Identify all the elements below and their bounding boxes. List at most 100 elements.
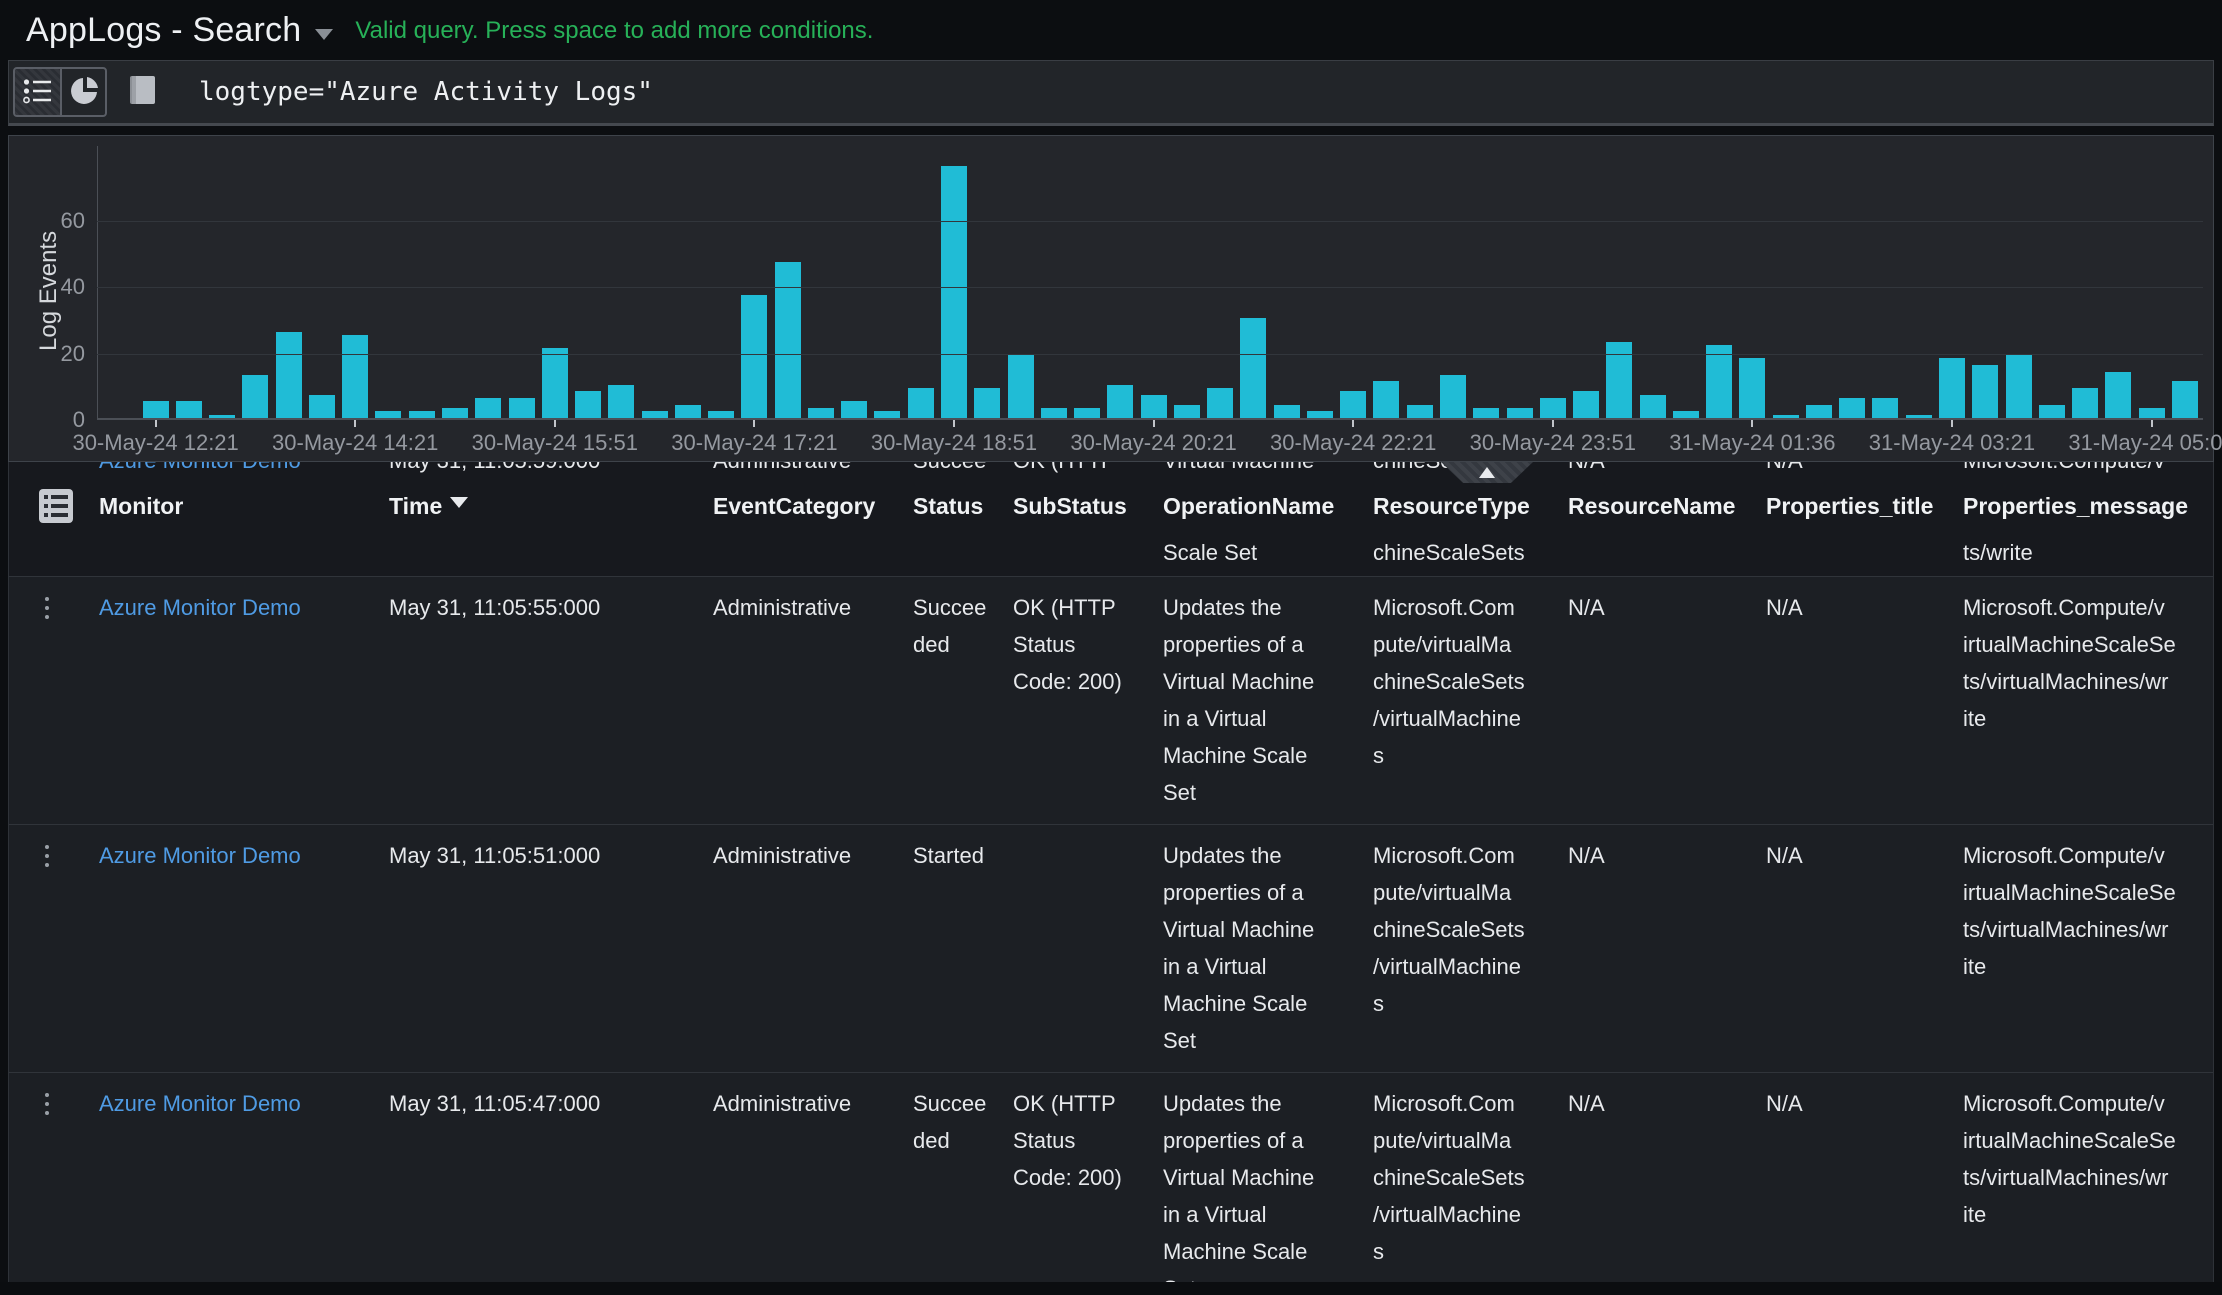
chart-bar[interactable] [1373, 381, 1400, 418]
chart-bar[interactable] [841, 401, 868, 418]
chart-bar[interactable] [1273, 405, 1300, 418]
x-axis-label: 30-May-24 15:51 [471, 430, 638, 455]
chart-bar[interactable] [2171, 381, 2198, 418]
chart-bar[interactable] [2038, 405, 2065, 418]
chart-view-button[interactable] [60, 69, 105, 115]
chart-bar[interactable] [242, 375, 269, 418]
chart-bar[interactable] [2105, 372, 2132, 418]
monitor-link[interactable]: Azure Monitor Demo [99, 843, 301, 868]
chart-bar[interactable] [1173, 405, 1200, 418]
chart-bar[interactable] [1805, 405, 1832, 418]
chart-bar[interactable] [1872, 398, 1899, 418]
chart-bar[interactable] [408, 411, 435, 418]
chart-bar[interactable] [142, 401, 169, 418]
chart-bar[interactable] [1340, 391, 1367, 418]
scroll-to-top-button[interactable] [1441, 462, 1533, 483]
col-header-resourcename[interactable]: ResourceName [1568, 493, 1766, 519]
col-header-substatus[interactable]: SubStatus [1013, 493, 1163, 519]
chart-bar[interactable] [1839, 398, 1866, 418]
chart-bar[interactable] [1573, 391, 1600, 418]
col-header-resourcetype[interactable]: ResourceType [1373, 493, 1568, 519]
chart-bar[interactable] [941, 166, 967, 418]
chart-bar[interactable] [1639, 395, 1666, 418]
chart-bar[interactable] [608, 385, 635, 418]
chart-bar[interactable] [2005, 355, 2032, 418]
chart-bar[interactable] [1972, 365, 1999, 418]
query-input[interactable]: logtype="Azure Activity Logs" [199, 77, 653, 107]
chart-bar[interactable] [1074, 408, 1101, 418]
row-actions-button[interactable] [39, 597, 55, 619]
title-dropdown-icon[interactable] [315, 28, 334, 40]
chart-bar[interactable] [1539, 398, 1566, 418]
col-header-properties-message[interactable]: Properties_message [1963, 493, 2213, 519]
monitor-link[interactable]: Azure Monitor Demo [99, 595, 301, 620]
chart-bar[interactable] [1306, 411, 1333, 418]
bar-slot: 30-May-24 15:51 [472, 136, 638, 455]
col-header-eventcategory[interactable]: EventCategory [713, 493, 913, 519]
col-header-monitor[interactable]: Monitor [99, 493, 184, 519]
chart-bar[interactable] [1772, 415, 1799, 418]
chart-bar[interactable] [708, 411, 735, 418]
chart-bar[interactable] [641, 411, 668, 418]
chart-bar[interactable] [974, 388, 1001, 418]
chart-bar[interactable] [1938, 358, 1965, 418]
monitor-link[interactable]: Azure Monitor Demo [99, 1091, 301, 1116]
chart-bar[interactable] [1672, 411, 1699, 418]
chart-bar[interactable] [1007, 355, 1034, 418]
row-actions-button[interactable] [39, 1093, 55, 1115]
chart-bar[interactable] [342, 335, 369, 418]
bar-slot: 30-May-24 18:51 [871, 136, 1037, 455]
chart-bar[interactable] [442, 408, 469, 418]
chart-bar[interactable] [541, 348, 568, 418]
chart-bar[interactable] [1473, 408, 1500, 418]
x-axis-label: 30-May-24 17:21 [671, 430, 838, 455]
chart-bar[interactable] [674, 405, 701, 418]
table-list-icon[interactable] [37, 487, 75, 525]
chart-bar[interactable] [1439, 375, 1466, 418]
chart-bar[interactable] [1706, 345, 1733, 418]
chart-bar[interactable] [741, 295, 768, 418]
chart-bar[interactable] [1905, 415, 1932, 418]
bar-slot: 30-May-24 20:21 [1070, 136, 1237, 455]
chart-bar[interactable] [275, 332, 302, 418]
chart-bar[interactable] [575, 391, 602, 418]
row-actions-button[interactable] [39, 845, 55, 867]
chart-bar[interactable] [774, 262, 801, 418]
tail-operationname: Scale Set [1163, 540, 1258, 565]
chart-bar[interactable] [2138, 408, 2165, 418]
cell-time: May 31, 11:05:55:000 [389, 595, 601, 620]
chart-bar[interactable] [1140, 395, 1167, 418]
chart-bar[interactable] [475, 398, 502, 418]
x-axis-tick [2150, 420, 2153, 427]
chart-bar[interactable] [175, 401, 202, 418]
col-header-properties-title[interactable]: Properties_title [1766, 493, 1963, 519]
records-view-button[interactable] [15, 69, 60, 115]
chart-bar[interactable] [375, 411, 402, 418]
col-header-operationname[interactable]: OperationName [1163, 493, 1373, 519]
bar-slot [671, 136, 704, 418]
chart-bar[interactable] [1040, 408, 1067, 418]
partially-scrolled-row: Scale Set chineScaleSets ts/write [9, 536, 2213, 576]
col-header-status[interactable]: Status [913, 493, 1013, 519]
chart-bar[interactable] [2072, 388, 2099, 418]
chart-bar[interactable] [907, 388, 934, 418]
chart-bar[interactable] [1107, 385, 1134, 418]
chart-bar[interactable] [1406, 405, 1433, 418]
chart-bar[interactable] [1240, 318, 1267, 418]
bar-slot: 30-May-24 22:21 [1270, 136, 1436, 455]
chart-bar[interactable] [807, 408, 834, 418]
chart-bar[interactable] [308, 395, 335, 418]
chart-bar[interactable] [209, 415, 236, 418]
chart-bar[interactable] [1506, 408, 1533, 418]
table-row: Azure Monitor Demo May 31, 11:05:47:000 … [9, 1072, 2213, 1295]
cell-operationname: Updates the properties of a Virtual Mach… [1163, 1091, 1315, 1295]
chart-bar[interactable] [1606, 342, 1633, 418]
bar-slot [1869, 136, 1902, 418]
chart-bar[interactable] [1739, 358, 1766, 418]
chart-bar[interactable] [1207, 388, 1234, 418]
chart-bar[interactable] [874, 411, 901, 418]
chart-bar[interactable] [508, 398, 535, 418]
col-header-time[interactable]: Time [389, 493, 713, 519]
saved-views-button[interactable] [127, 73, 159, 112]
x-axis-tick [1152, 420, 1155, 427]
